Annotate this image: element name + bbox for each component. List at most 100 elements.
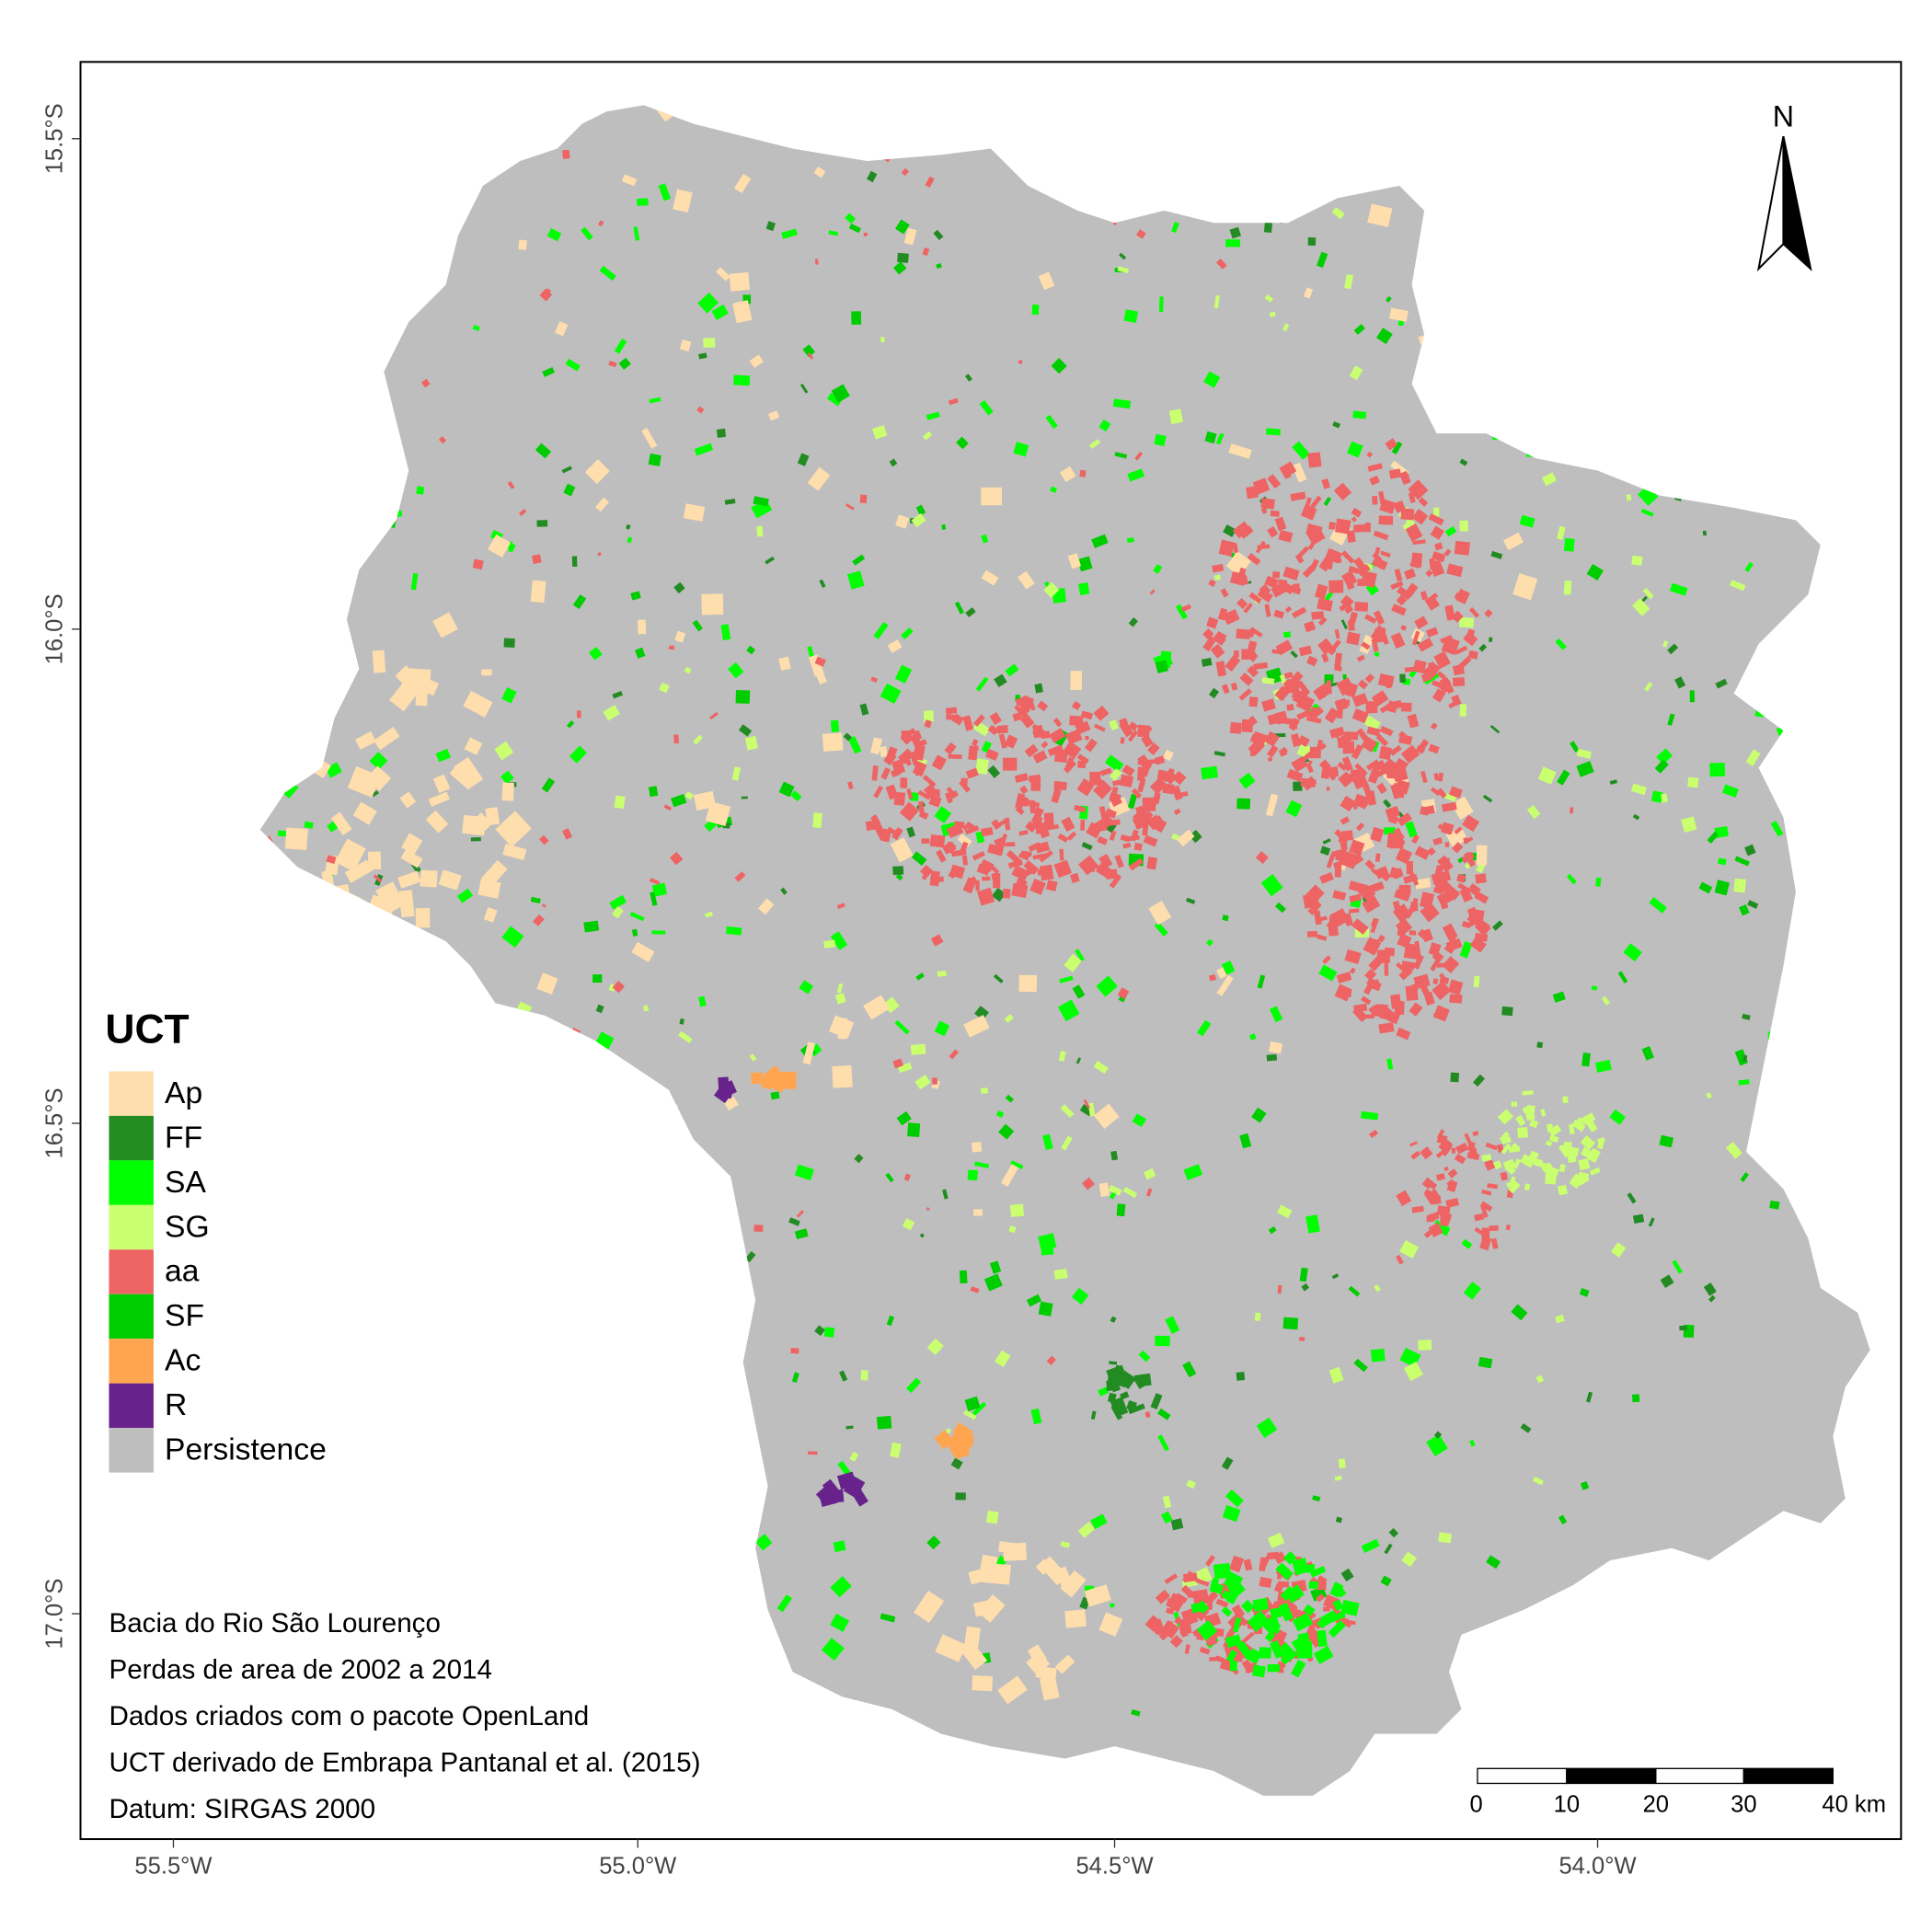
- land-patch: [1236, 598, 1248, 610]
- land-patch: [1032, 725, 1044, 739]
- land-patch: [1162, 773, 1173, 782]
- land-patch: [1435, 1173, 1445, 1181]
- land-patch: [1010, 1160, 1024, 1170]
- land-patch: [1077, 1522, 1096, 1538]
- land-patch: [371, 790, 379, 798]
- land-patch: [972, 850, 985, 861]
- land-patch: [788, 1217, 800, 1226]
- land-patch: [1257, 544, 1271, 550]
- land-patch: [1378, 490, 1386, 504]
- land-patch: [1340, 1599, 1360, 1616]
- land-patch: [1259, 1576, 1272, 1589]
- land-patch: [1231, 1604, 1246, 1619]
- land-patch: [1426, 667, 1436, 677]
- land-patch: [1282, 631, 1292, 638]
- land-patch: [1098, 854, 1113, 869]
- land-patch: [1093, 705, 1110, 721]
- land-patch: [1137, 753, 1153, 771]
- land-patch: [1734, 856, 1750, 867]
- land-patch: [416, 486, 425, 495]
- land-patch: [1023, 860, 1040, 875]
- land-patch: [1708, 1294, 1716, 1303]
- land-patch: [1405, 523, 1423, 542]
- land-patch: [1375, 733, 1389, 747]
- land-patch: [794, 1228, 809, 1240]
- land-patch: [1326, 853, 1336, 868]
- land-patch: [1128, 857, 1144, 871]
- land-patch: [1224, 1591, 1235, 1603]
- map-note: Perdas de area de 2002 a 2014: [109, 1654, 492, 1685]
- land-patch: [1221, 1606, 1233, 1617]
- land-patch: [1394, 889, 1411, 902]
- land-patch: [1431, 872, 1442, 882]
- land-patch: [709, 711, 719, 720]
- land-patch: [982, 876, 991, 881]
- land-patch: [1272, 571, 1281, 579]
- land-patch: [1358, 884, 1376, 903]
- land-patch: [837, 1460, 852, 1478]
- land-patch: [1307, 237, 1317, 246]
- land-patch: [756, 525, 764, 537]
- land-patch: [1481, 1227, 1490, 1240]
- land-patch: [1488, 637, 1493, 643]
- land-patch: [1349, 365, 1363, 381]
- land-patch: [735, 689, 751, 704]
- land-patch: [566, 720, 575, 729]
- land-patch: [1305, 525, 1326, 546]
- land-patch: [1451, 1147, 1456, 1154]
- land-patch: [1378, 1022, 1395, 1034]
- land-patch: [1769, 1200, 1780, 1210]
- land-patch: [1367, 203, 1393, 227]
- land-patch: [1429, 592, 1439, 602]
- land-patch: [1459, 520, 1469, 532]
- land-patch: [344, 859, 374, 883]
- land-patch: [1319, 845, 1331, 856]
- land-patch: [1291, 606, 1307, 619]
- land-patch: [1051, 358, 1067, 374]
- land-patch: [726, 926, 742, 936]
- land-patch: [1028, 774, 1041, 783]
- land-patch: [729, 271, 751, 292]
- land-patch: [1225, 550, 1251, 577]
- land-patch: [1426, 1179, 1438, 1190]
- land-patch: [716, 267, 730, 282]
- land-patch: [1351, 708, 1369, 724]
- land-patch: [1570, 741, 1580, 753]
- land-patch: [1080, 710, 1093, 720]
- land-patch: [986, 1511, 999, 1524]
- land-patch: [1396, 1027, 1411, 1041]
- land-patch: [1026, 1294, 1042, 1307]
- land-patch: [1461, 1238, 1473, 1249]
- land-patch: [1433, 1431, 1443, 1439]
- land-patch: [742, 294, 752, 305]
- land-patch: [1377, 934, 1386, 943]
- land-patch: [1348, 1285, 1361, 1297]
- land-patch: [1522, 1090, 1534, 1096]
- land-patch: [1404, 905, 1416, 919]
- land-patch: [732, 300, 753, 324]
- land-patch: [420, 869, 438, 888]
- land-patch: [1412, 539, 1426, 546]
- land-patch: [1698, 881, 1713, 894]
- land-patch: [632, 928, 638, 937]
- land-patch: [1292, 441, 1310, 460]
- land-patch: [463, 690, 493, 718]
- land-patch: [909, 732, 923, 748]
- land-patch: [1342, 673, 1347, 680]
- land-patch: [733, 374, 751, 386]
- land-patch: [1252, 477, 1271, 495]
- land-patch: [1076, 753, 1089, 765]
- land-patch: [1679, 1325, 1687, 1331]
- land-patch: [1147, 742, 1160, 756]
- land-patch: [1374, 1284, 1381, 1293]
- land-patch: [1400, 508, 1415, 521]
- land-patch: [1384, 947, 1396, 957]
- land-patch: [1333, 482, 1352, 501]
- land-patch: [1563, 580, 1572, 595]
- land-patch: [1233, 650, 1239, 658]
- land-patch: [1322, 955, 1331, 964]
- land-patch: [1489, 724, 1501, 734]
- land-patch: [778, 656, 791, 672]
- land-patch: [1232, 543, 1238, 554]
- land-patch: [1236, 798, 1251, 810]
